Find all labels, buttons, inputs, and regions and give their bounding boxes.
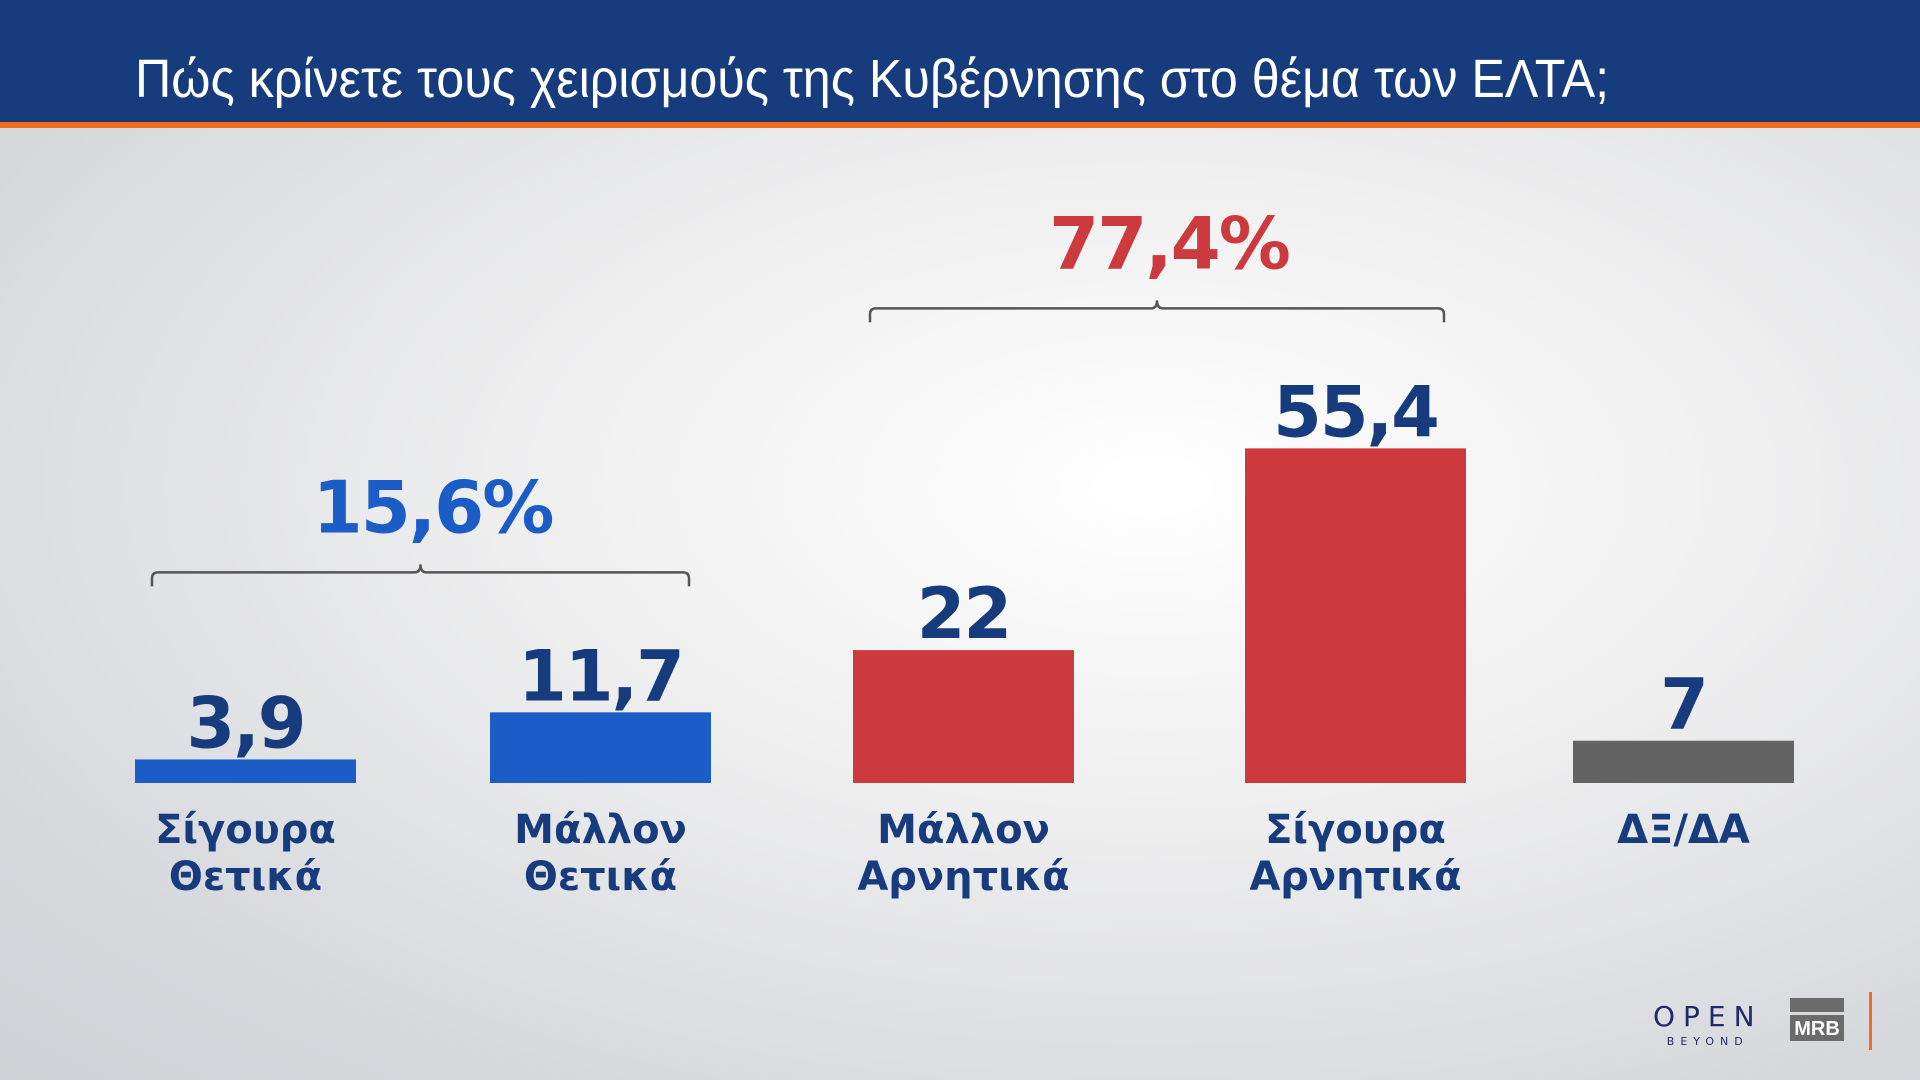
chart-title: Πώς κρίνετε τους χειρισμούς της Κυβέρνησ… [135,49,1610,109]
category-label: Μάλλον [514,807,687,853]
bar [135,759,356,783]
open-logo-subtext: BEYOND [1666,1035,1749,1048]
bar [490,712,711,783]
group-total-label: 77,4% [1049,201,1289,285]
bar-value-label: 3,9 [186,682,304,764]
category-label: Αρνητικά [1249,854,1461,900]
category-label: ΔΞ/ΔΑ [1617,807,1750,853]
accent-divider [1869,992,1872,1050]
bar [1573,740,1794,783]
bar-value-label: 7 [1660,664,1707,746]
bar-value-label: 11,7 [518,635,683,717]
group-bracket [868,300,1446,323]
bar [1245,448,1466,783]
mrb-logo-stripe [1790,998,1844,1012]
header-accent-line [0,122,1920,128]
group-bracket [150,564,691,587]
mrb-logo-text: MRB [1790,1015,1844,1041]
bar-value-label: 22 [917,573,1010,655]
bar-value-label: 55,4 [1273,371,1438,453]
group-total-label: 15,6% [313,465,553,549]
category-label: Μάλλον [877,807,1050,853]
category-label: Σίγουρα [1265,807,1446,853]
category-label: Σίγουρα [155,807,336,853]
category-label: Θετικά [169,854,322,900]
mrb-logo: MRB [1790,998,1844,1041]
header-bar [0,0,1920,122]
category-label: Θετικά [524,854,677,900]
open-logo-text: OPEN [1653,1000,1763,1033]
bar [853,650,1074,783]
open-beyond-logo: OPEN BEYOND [1653,1000,1763,1048]
category-label: Αρνητικά [857,854,1069,900]
